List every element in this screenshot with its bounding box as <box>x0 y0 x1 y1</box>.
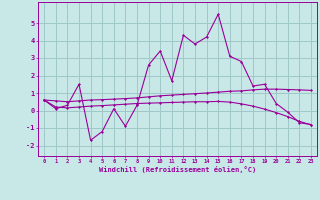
X-axis label: Windchill (Refroidissement éolien,°C): Windchill (Refroidissement éolien,°C) <box>99 166 256 173</box>
